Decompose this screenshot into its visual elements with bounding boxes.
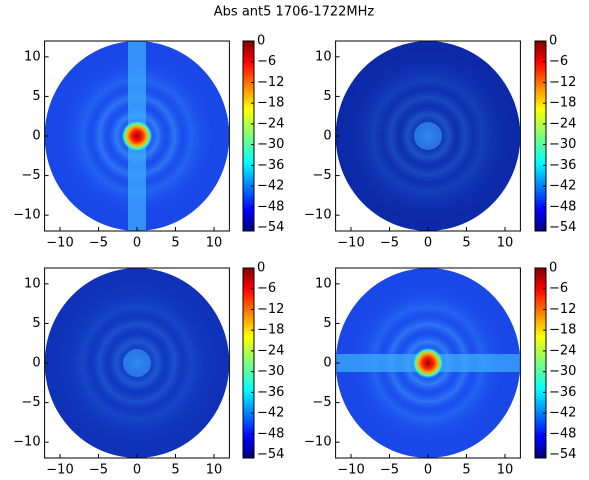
colorbar-tick-label: −30 [549, 137, 576, 152]
colorbar [534, 267, 547, 459]
colorbar-tick-label: −42 [257, 179, 284, 194]
y-tick-label: 0 [323, 129, 331, 144]
colorbar-tick-label: −54 [549, 447, 576, 462]
colorbar-tick-label: −36 [549, 385, 576, 400]
colorbar-tick-label: −30 [257, 364, 284, 379]
heatmap-center [123, 349, 151, 377]
colorbar-tick-label: −24 [549, 116, 576, 131]
y-tick-label: 10 [315, 49, 332, 64]
colorbar [242, 40, 255, 232]
y-tick-label: 5 [32, 89, 40, 104]
y-tick-label: 5 [323, 89, 331, 104]
y-tick-label: 5 [323, 316, 331, 331]
x-tick-label: −10 [337, 236, 364, 251]
colorbar-tick-label: −24 [257, 116, 284, 131]
colorbar-tick-label: −6 [257, 54, 276, 69]
x-tick-label: 10 [206, 236, 223, 251]
colorbar-tick-label: −54 [257, 220, 284, 235]
heatmap [335, 268, 521, 458]
colorbar-tick-label: 0 [549, 34, 557, 49]
y-tick-label: −5 [21, 168, 40, 183]
y-tick-label: 10 [24, 49, 41, 64]
x-tick-label: 5 [462, 236, 470, 251]
colorbar-tick-label: 0 [257, 261, 265, 276]
colorbar-tick-label: −48 [257, 199, 284, 214]
colorbar-tick-label: −42 [257, 406, 284, 421]
x-tick-label: −5 [380, 236, 399, 251]
x-tick-label: 5 [171, 236, 179, 251]
heatmap [335, 41, 521, 231]
y-tick-label: 0 [323, 356, 331, 371]
x-tick-label: 0 [133, 463, 141, 478]
x-tick-label: 0 [133, 236, 141, 251]
colorbar-tick-label: −36 [257, 158, 284, 173]
colorbar-tick-label: −12 [549, 302, 576, 317]
heatmap-peak [121, 120, 153, 152]
colorbar [242, 267, 255, 459]
colorbar-tick-label: −48 [257, 426, 284, 441]
figure-title: Abs ant5 1706-1722MHz [214, 5, 375, 20]
colorbar-tick-label: −48 [549, 426, 576, 441]
colorbar-tick-label: 0 [549, 261, 557, 276]
colorbar-tick-label: −6 [549, 54, 568, 69]
colorbar-tick-label: −42 [549, 179, 576, 194]
colorbar-tick-label: −6 [549, 281, 568, 296]
heatmap [44, 268, 230, 458]
colorbar-tick-label: −12 [549, 75, 576, 90]
y-tick-label: −10 [304, 435, 331, 450]
x-tick-label: 10 [206, 463, 223, 478]
x-tick-label: 0 [424, 236, 432, 251]
y-tick-label: −5 [312, 395, 331, 410]
y-tick-label: 0 [32, 129, 40, 144]
x-tick-label: 5 [171, 463, 179, 478]
x-tick-label: 0 [424, 463, 432, 478]
x-tick-label: −10 [337, 463, 364, 478]
heatmap-center [414, 122, 442, 150]
heatmap [44, 41, 230, 231]
y-tick-label: 5 [32, 316, 40, 331]
x-tick-label: −10 [46, 463, 73, 478]
colorbar-tick-label: −18 [549, 323, 576, 338]
colorbar-tick-label: −54 [549, 220, 576, 235]
colorbar-tick-label: −30 [549, 364, 576, 379]
colorbar-tick-label: −24 [257, 343, 284, 358]
y-tick-label: 10 [24, 276, 41, 291]
y-tick-label: 0 [32, 356, 40, 371]
y-tick-label: −10 [304, 208, 331, 223]
x-tick-label: −5 [89, 463, 108, 478]
y-tick-label: −10 [13, 435, 40, 450]
colorbar-tick-label: 0 [257, 34, 265, 49]
heatmap-peak [412, 347, 444, 379]
x-tick-label: −10 [46, 236, 73, 251]
colorbar-tick-label: −48 [549, 199, 576, 214]
colorbar-tick-label: −6 [257, 281, 276, 296]
x-tick-label: 10 [497, 236, 514, 251]
y-tick-label: 10 [315, 276, 332, 291]
colorbar-tick-label: −18 [257, 96, 284, 111]
y-tick-label: −5 [21, 395, 40, 410]
colorbar-tick-label: −24 [549, 343, 576, 358]
x-tick-label: −5 [380, 463, 399, 478]
colorbar-tick-label: −42 [549, 406, 576, 421]
colorbar-tick-label: −36 [549, 158, 576, 173]
y-tick-label: −10 [13, 208, 40, 223]
colorbar-tick-label: −12 [257, 75, 284, 90]
colorbar-tick-label: −54 [257, 447, 284, 462]
x-tick-label: −5 [89, 236, 108, 251]
colorbar-tick-label: −18 [549, 96, 576, 111]
colorbar-tick-label: −36 [257, 385, 284, 400]
colorbar-tick-label: −30 [257, 137, 284, 152]
colorbar-tick-label: −18 [257, 323, 284, 338]
colorbar [534, 40, 547, 232]
colorbar-tick-label: −12 [257, 302, 284, 317]
x-tick-label: 10 [497, 463, 514, 478]
y-tick-label: −5 [312, 168, 331, 183]
x-tick-label: 5 [462, 463, 470, 478]
